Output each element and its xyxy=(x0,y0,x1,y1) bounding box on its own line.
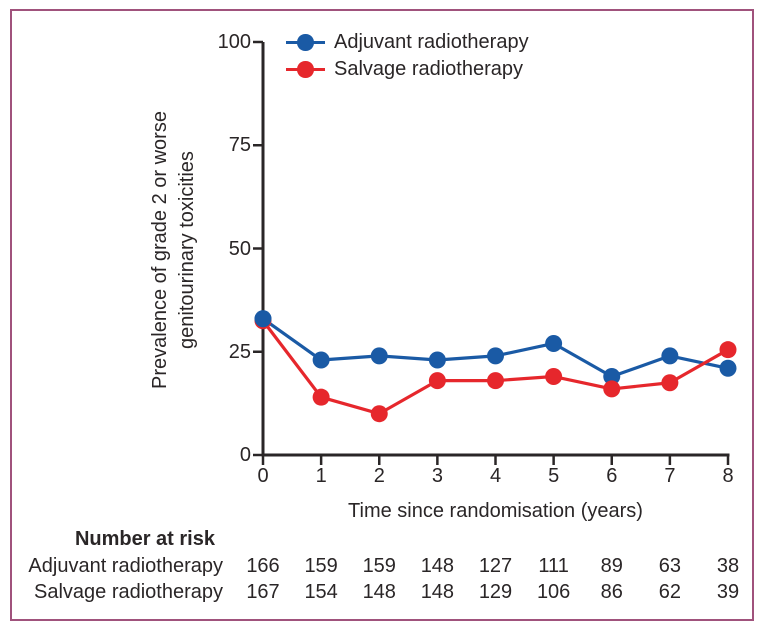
x-tick-label: 7 xyxy=(664,465,676,487)
legend-item-adjuvant: Adjuvant radiotherapy xyxy=(286,29,529,56)
risk-count: 106 xyxy=(536,581,571,603)
risk-count: 148 xyxy=(420,581,455,603)
y-tick-label: 100 xyxy=(217,31,251,53)
y-axis-title-line1: Prevalence of grade 2 or worse xyxy=(149,111,171,389)
salvage-line-marker-icon xyxy=(286,61,325,78)
data-point xyxy=(428,351,446,369)
data-point xyxy=(312,351,330,369)
risk-count: 39 xyxy=(716,581,740,603)
risk-count: 111 xyxy=(538,555,569,577)
risk-count: 86 xyxy=(600,581,623,603)
data-point xyxy=(370,405,388,423)
y-tick-label: 50 xyxy=(228,237,251,260)
y-tick-label: 0 xyxy=(239,444,251,466)
risk-count: 127 xyxy=(478,555,513,577)
risk-count: 148 xyxy=(362,581,396,603)
data-point xyxy=(487,372,504,390)
adjuvant-line-marker-icon xyxy=(286,34,325,51)
risk-count: 159 xyxy=(304,555,338,577)
risk-count: 148 xyxy=(420,555,455,577)
data-point xyxy=(719,359,737,377)
data-point xyxy=(719,341,737,359)
x-tick-label: 5 xyxy=(548,465,560,487)
legend-label-adjuvant: Adjuvant radiotherapy xyxy=(334,31,529,53)
series-salvage xyxy=(254,312,737,423)
data-point xyxy=(661,374,679,392)
risk-count: 166 xyxy=(246,555,280,577)
x-tick-label: 0 xyxy=(257,465,269,487)
data-point xyxy=(603,368,621,386)
y-tick-label: 25 xyxy=(228,340,251,363)
data-point xyxy=(545,368,563,386)
data-point xyxy=(603,380,621,398)
series-adjuvant xyxy=(254,310,737,386)
data-point xyxy=(487,347,504,365)
y-axis-title-line2: genitourinary toxicities xyxy=(176,151,198,349)
risk-count: 154 xyxy=(304,581,338,603)
data-point xyxy=(545,334,563,352)
chart-legend: Adjuvant radiotherapy Salvage radiothera… xyxy=(286,29,529,83)
risk-row-label-salvage: Salvage radiotherapy xyxy=(33,581,223,603)
risk-row-label-adjuvant: Adjuvant radiotherapy xyxy=(28,555,223,577)
risk-count: 159 xyxy=(362,555,396,577)
figure-frame-border xyxy=(10,9,754,621)
risk-count: 62 xyxy=(658,581,681,603)
risk-count: 89 xyxy=(600,555,623,577)
x-tick-label: 3 xyxy=(431,465,443,487)
data-point xyxy=(661,347,679,365)
x-axis-title: Time since randomisation (years) xyxy=(348,500,643,522)
data-point xyxy=(312,388,330,406)
x-tick-label: 1 xyxy=(315,465,327,487)
y-axis-title: Prevalence of grade 2 or worse genitouri… xyxy=(147,30,201,470)
x-axis-tick-labels: 0 1 2 3 4 5 6 7 8 xyxy=(0,464,780,488)
data-point xyxy=(370,347,388,365)
axes xyxy=(253,40,730,465)
x-tick-label: 4 xyxy=(489,465,502,487)
data-point xyxy=(428,372,446,390)
number-at-risk-heading: Number at risk xyxy=(74,528,215,550)
risk-count: 63 xyxy=(658,555,681,577)
risk-count: 167 xyxy=(246,581,280,603)
x-tick-label: 2 xyxy=(373,465,385,487)
adjuvant-point-0-top xyxy=(254,310,272,328)
risk-row-values-salvage: 167 154 148 148 129 106 86 62 39 xyxy=(0,580,780,604)
risk-count: 129 xyxy=(478,581,513,603)
legend-item-salvage: Salvage radiotherapy xyxy=(286,56,529,83)
risk-count: 38 xyxy=(716,555,740,577)
x-tick-label: 8 xyxy=(722,465,734,487)
legend-label-salvage: Salvage radiotherapy xyxy=(334,58,524,80)
x-tick-label: 6 xyxy=(606,465,618,487)
y-tick-label: 75 xyxy=(228,134,251,157)
risk-row-values-adjuvant: 166 159 159 148 127 111 89 63 38 xyxy=(0,554,780,578)
